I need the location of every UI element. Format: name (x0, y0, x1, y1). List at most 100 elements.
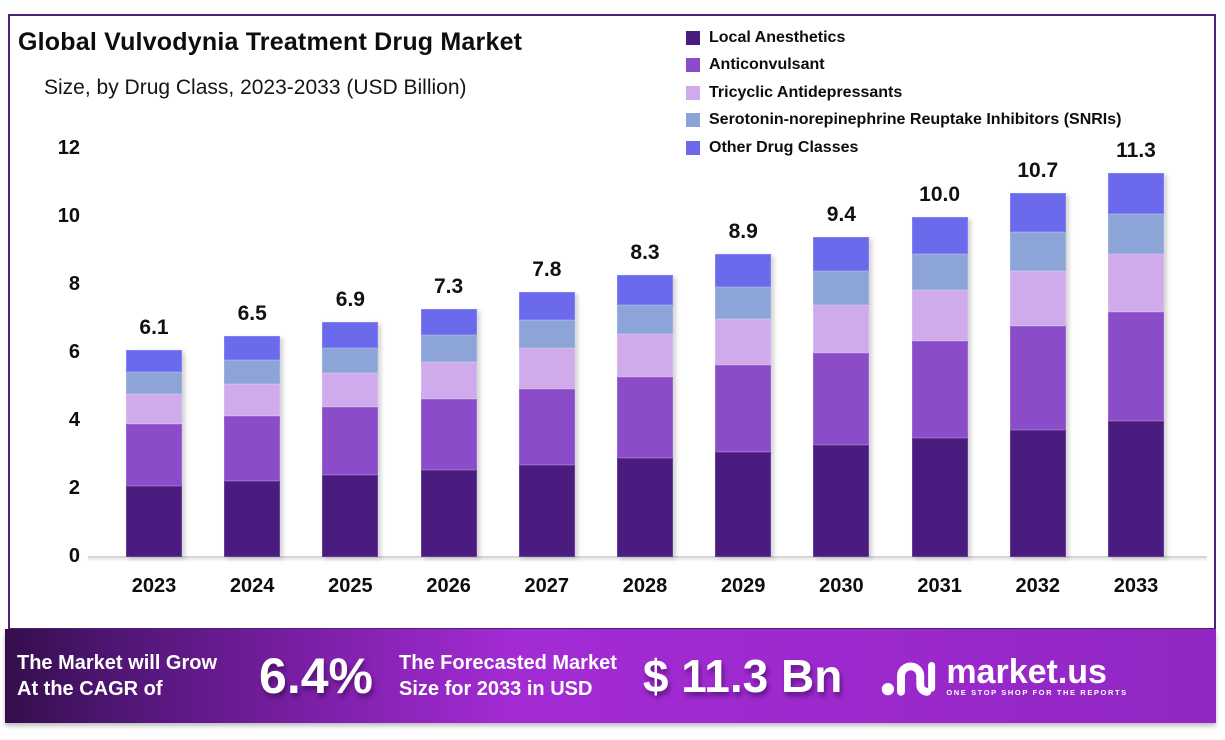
bar-total-label: 6.9 (335, 288, 365, 312)
bar-segment-tricyclic-antidepressants (617, 334, 673, 377)
y-axis-tick: 8 (68, 273, 80, 296)
bar-segment-serotonin-norepinephrine-reuptake-inhibitors-snris (126, 371, 182, 394)
x-axis-label: 2030 (819, 575, 864, 597)
brand-name: market.us (946, 652, 1107, 691)
bar-segment-other-drug-classes (715, 254, 772, 288)
legend-label: Tricyclic Antidepressants (709, 83, 903, 101)
bar-segment-serotonin-norepinephrine-reuptake-inhibitors-snris (617, 304, 673, 335)
bar-total-label: 8.3 (630, 240, 660, 264)
bar-segment-other-drug-classes (126, 349, 182, 372)
bar-segment-serotonin-norepinephrine-reuptake-inhibitors-snris (1009, 232, 1066, 272)
banner: The Market will Grow At the CAGR of 6.4%… (5, 629, 1216, 723)
bar-segment-other-drug-classes (322, 322, 379, 348)
x-axis-line (88, 556, 1207, 558)
bar-segment-anticonvulsant (126, 424, 182, 486)
bar-segment-local-anesthetics (322, 475, 379, 557)
bar-segment-other-drug-classes (518, 291, 575, 321)
legend-item: Local Anesthetics (686, 24, 1121, 52)
bar-segment-other-drug-classes (617, 274, 673, 305)
y-axis: 0 2 4 6 8 10 12 (0, 137, 80, 567)
bar-segment-anticonvulsant (617, 376, 673, 459)
bar-2027 (518, 291, 575, 557)
cagr-value: 6.4% (259, 648, 374, 704)
x-axis-label: 2024 (229, 575, 275, 597)
bar-total-label: 9.4 (826, 203, 856, 227)
cagr-label: The Market will Grow At the CAGR of (17, 650, 217, 702)
bar-total-label: 11.3 (1116, 138, 1156, 162)
bar-segment-anticonvulsant (813, 353, 870, 445)
bar-segment-other-drug-classes (420, 308, 477, 336)
bar-segment-tricyclic-antidepressants (420, 361, 477, 399)
bar-segment-tricyclic-antidepressants (715, 319, 772, 365)
y-axis-tick: 0 (68, 545, 80, 568)
bar-segment-tricyclic-antidepressants (126, 393, 182, 425)
bar-2025 (322, 322, 379, 557)
bar-segment-local-anesthetics (420, 470, 477, 557)
bar-segment-local-anesthetics (813, 444, 870, 557)
cagr-label-line1: The Market will Grow (17, 652, 218, 674)
bar-segment-local-anesthetics (126, 485, 182, 557)
y-axis-tick: 4 (68, 409, 80, 432)
bar-2028 (617, 274, 673, 557)
bar-2023 (126, 349, 182, 557)
brand: market.us ONE STOP SHOP FOR THE REPORTS (880, 650, 1127, 702)
bar-segment-anticonvulsant (322, 407, 379, 476)
bar-segment-serotonin-norepinephrine-reuptake-inhibitors-snris (518, 320, 575, 348)
bar-segment-anticonvulsant (420, 398, 477, 471)
x-axis-label: 2027 (524, 575, 570, 597)
bar-segment-anticonvulsant (911, 341, 968, 438)
bar-segment-serotonin-norepinephrine-reuptake-inhibitors-snris (224, 359, 281, 384)
bar-2032 (1009, 193, 1066, 557)
x-axis-label: 2023 (131, 575, 177, 597)
bar-segment-other-drug-classes (813, 237, 870, 272)
marketus-logo-icon (882, 662, 936, 696)
bar-total-label: 7.3 (433, 274, 464, 298)
chart-subtitle: Size, by Drug Class, 2023-2033 (USD Bill… (44, 76, 467, 99)
x-axis-label: 2028 (622, 575, 668, 597)
bar-segment-serotonin-norepinephrine-reuptake-inhibitors-snris (420, 335, 477, 362)
bar-segment-anticonvulsant (715, 364, 772, 452)
forecast-label-line2: Size for 2033 in USD (399, 678, 593, 700)
bar-segment-anticonvulsant (1108, 312, 1164, 421)
x-axis-label: 2026 (426, 575, 471, 597)
y-axis-tick: 12 (57, 137, 80, 160)
bar-segment-local-anesthetics (617, 458, 673, 557)
bar-2033 (1108, 172, 1164, 557)
bar-segment-local-anesthetics (1108, 421, 1164, 557)
legend-item: Tricyclic Antidepressants (686, 79, 1121, 107)
legend-label: Local Anesthetics (709, 28, 846, 46)
legend-swatch-icon (686, 85, 700, 100)
bar-segment-tricyclic-antidepressants (1009, 271, 1066, 326)
bar-total-label: 7.8 (532, 257, 562, 281)
x-axis-label: 2029 (720, 575, 766, 597)
brand-text-block: market.us ONE STOP SHOP FOR THE REPORTS (946, 652, 1127, 697)
bar-total-label: 8.9 (728, 220, 758, 244)
x-axis-label: 2025 (328, 575, 373, 597)
bar-segment-anticonvulsant (1009, 325, 1066, 430)
forecast-label: The Forecasted Market Size for 2033 in U… (399, 650, 617, 702)
x-axis-label: 2032 (1015, 575, 1061, 597)
bar-segment-other-drug-classes (1108, 172, 1164, 214)
bar-segment-serotonin-norepinephrine-reuptake-inhibitors-snris (322, 347, 379, 374)
bar-2030 (813, 237, 870, 557)
legend-swatch-icon (686, 58, 700, 73)
legend-swatch-icon (686, 30, 700, 45)
bar-segment-local-anesthetics (224, 480, 281, 557)
bar-segment-other-drug-classes (911, 217, 968, 254)
bar-segment-tricyclic-antidepressants (224, 383, 281, 416)
legend-item: Other Drug Classes (686, 134, 1121, 162)
bar-2024 (224, 336, 281, 557)
bar-2031 (911, 217, 968, 557)
bar-segment-local-anesthetics (1009, 429, 1066, 557)
bar-total-label: 6.1 (139, 315, 169, 339)
legend-swatch-icon (686, 140, 700, 155)
bar-segment-tricyclic-antidepressants (518, 347, 575, 389)
bar-total-label: 10.7 (1017, 159, 1059, 183)
legend: Local Anesthetics Anticonvulsant Tricyclic… (686, 24, 1121, 162)
forecast-value: $ 11.3 Bn (642, 650, 843, 702)
bar-segment-tricyclic-antidepressants (322, 373, 379, 408)
bar-segment-serotonin-norepinephrine-reuptake-inhibitors-snris (813, 271, 870, 306)
bar-segment-tricyclic-antidepressants (911, 290, 968, 342)
bar-total-label: 6.5 (237, 302, 267, 325)
bar-segment-serotonin-norepinephrine-reuptake-inhibitors-snris (715, 287, 772, 320)
